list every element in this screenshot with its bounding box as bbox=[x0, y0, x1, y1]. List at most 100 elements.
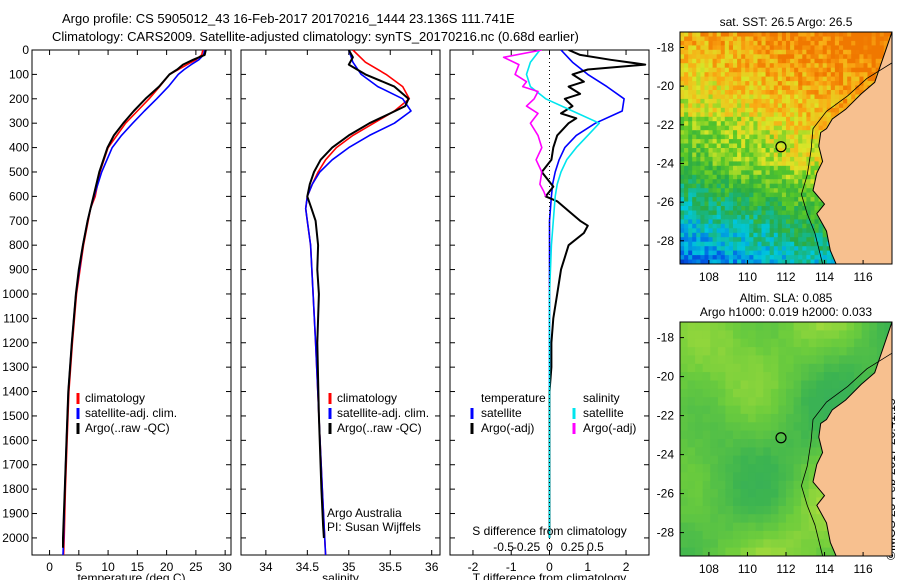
map-cell bbox=[851, 58, 856, 64]
map-cell bbox=[830, 54, 836, 60]
map-cell bbox=[761, 259, 767, 264]
map-cell bbox=[814, 148, 820, 154]
map-cell bbox=[769, 125, 775, 131]
map-cell bbox=[777, 192, 783, 198]
map-cell bbox=[816, 530, 825, 540]
map-cell bbox=[810, 201, 816, 207]
map-cell bbox=[724, 125, 730, 131]
map-cell bbox=[798, 139, 803, 145]
map-cell bbox=[696, 90, 701, 96]
map-cell bbox=[712, 197, 718, 203]
map-cell bbox=[802, 255, 807, 261]
map-cell bbox=[806, 36, 812, 42]
map-cell bbox=[687, 430, 696, 440]
map-cell bbox=[684, 116, 689, 122]
map-cell bbox=[695, 464, 704, 474]
map-cell bbox=[684, 49, 689, 55]
map-cell bbox=[826, 36, 832, 42]
map-cell bbox=[763, 388, 772, 398]
map-cell bbox=[728, 214, 734, 220]
map-cell bbox=[851, 32, 856, 38]
map-cell bbox=[755, 472, 764, 482]
map-cell bbox=[810, 232, 816, 238]
map-cell bbox=[790, 107, 795, 113]
map-cell bbox=[777, 232, 783, 238]
x-tick-label: 25 bbox=[189, 560, 203, 574]
map-cell bbox=[695, 430, 704, 440]
map-cell bbox=[801, 497, 810, 507]
map-cell bbox=[816, 547, 825, 556]
map-cell bbox=[831, 330, 840, 340]
map-cell bbox=[717, 522, 727, 532]
map-cell bbox=[724, 219, 730, 225]
map-cell bbox=[720, 63, 726, 69]
map-cell bbox=[823, 405, 833, 415]
map-cell bbox=[806, 188, 812, 194]
map-cell bbox=[794, 201, 799, 207]
x-tick-label: -1 bbox=[506, 560, 517, 574]
map-cell bbox=[769, 134, 775, 140]
map-cell bbox=[684, 179, 689, 185]
map-cell bbox=[700, 85, 706, 91]
map-cell bbox=[790, 139, 795, 145]
map-cell bbox=[818, 112, 824, 118]
map-cell bbox=[688, 40, 693, 46]
map-cell bbox=[692, 112, 697, 118]
map-cell bbox=[769, 237, 775, 243]
map-y-tick-label: -28 bbox=[657, 234, 675, 248]
map-cell bbox=[728, 165, 734, 171]
map-cell bbox=[753, 130, 759, 136]
map-cell bbox=[863, 85, 869, 91]
map-cell bbox=[763, 522, 772, 532]
y-tick-label: 900 bbox=[9, 263, 29, 277]
map-cell bbox=[753, 36, 759, 42]
map-cell bbox=[695, 397, 704, 407]
map-cell bbox=[757, 94, 763, 100]
map-cell bbox=[755, 514, 764, 524]
map-cell bbox=[830, 63, 836, 69]
map-cell bbox=[802, 210, 807, 216]
map-cell bbox=[861, 330, 870, 340]
map-cell bbox=[700, 72, 706, 78]
map-cell bbox=[770, 405, 780, 415]
map-cell bbox=[745, 161, 750, 167]
map-cell bbox=[737, 237, 742, 243]
x-tick-label: 0 bbox=[546, 560, 553, 574]
map-cell bbox=[737, 228, 742, 234]
map-cell bbox=[728, 103, 734, 109]
map-cell bbox=[716, 139, 722, 145]
map-cell bbox=[765, 72, 771, 78]
map-cell bbox=[720, 259, 726, 264]
map-cell bbox=[728, 156, 734, 162]
map-cell bbox=[708, 121, 714, 127]
map-cell bbox=[710, 322, 719, 331]
map-cell bbox=[733, 72, 738, 78]
map-cell bbox=[816, 363, 825, 373]
map-cell bbox=[737, 259, 742, 264]
map-cell bbox=[696, 45, 701, 51]
map-cell bbox=[765, 85, 771, 91]
map-cell bbox=[777, 237, 783, 243]
map-cell bbox=[794, 250, 799, 256]
map-cell bbox=[695, 347, 704, 357]
map-y-tick-label: -22 bbox=[657, 118, 675, 132]
map-cell bbox=[773, 112, 779, 118]
map-cell bbox=[710, 380, 719, 390]
map-cell bbox=[794, 134, 799, 140]
map-cell bbox=[794, 241, 799, 247]
map-cell bbox=[818, 241, 824, 247]
map-cell bbox=[753, 76, 759, 82]
map-cell bbox=[684, 103, 689, 109]
map-cell bbox=[770, 447, 780, 457]
map-cell bbox=[687, 522, 696, 532]
map-cell bbox=[757, 112, 763, 118]
map-cell bbox=[700, 76, 706, 82]
map-cell bbox=[773, 152, 779, 158]
map-cell bbox=[720, 237, 726, 243]
map-cell bbox=[712, 170, 718, 176]
map-cell bbox=[801, 489, 810, 499]
map-cell bbox=[778, 397, 787, 407]
map-cell bbox=[808, 372, 817, 382]
map-cell bbox=[717, 355, 727, 365]
map-cell bbox=[700, 223, 706, 229]
